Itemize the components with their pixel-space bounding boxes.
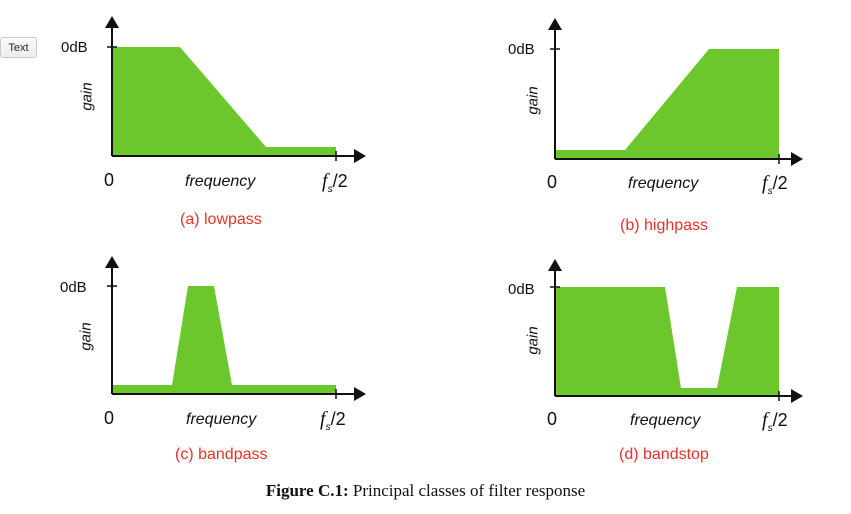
x-end-label: fs/2 bbox=[322, 170, 348, 195]
figure-caption-label: Figure C.1: bbox=[265, 481, 349, 500]
x-axis-label: frequency bbox=[186, 411, 257, 428]
figure-caption-text: Principal classes of filter response bbox=[352, 481, 586, 500]
fs-f: f bbox=[762, 172, 768, 194]
gain-axis-label: gain bbox=[78, 82, 96, 111]
x-axis-label: frequency bbox=[628, 175, 699, 192]
lowpass-plot bbox=[105, 16, 366, 163]
fs-rest: /2 bbox=[330, 409, 346, 429]
y-axis-arrowhead bbox=[548, 259, 562, 271]
gain-axis-label: gain bbox=[524, 86, 542, 115]
zero-db-label: 0dB bbox=[508, 281, 535, 298]
x-end-label: fs/2 bbox=[762, 172, 788, 197]
y-axis-arrowhead bbox=[105, 256, 119, 268]
x-origin-label: 0 bbox=[104, 408, 115, 428]
fs-f: f bbox=[322, 170, 328, 192]
lowpass-response-area bbox=[112, 47, 336, 156]
x-axis-arrowhead bbox=[354, 387, 366, 401]
fs-f: f bbox=[320, 408, 326, 430]
x-origin-label: 0 bbox=[547, 172, 558, 192]
zero-db-label: 0dB bbox=[508, 41, 535, 58]
x-origin-label: 0 bbox=[104, 170, 115, 190]
zero-db-label: 0dB bbox=[61, 39, 88, 56]
bandstop-plot bbox=[548, 259, 803, 403]
fs-f: f bbox=[762, 409, 768, 431]
x-end-label: fs/2 bbox=[320, 408, 346, 433]
fs-subscript: s bbox=[767, 423, 773, 434]
bandpass-plot bbox=[105, 256, 366, 401]
highpass-response-area bbox=[555, 49, 779, 159]
bandpass-response-area bbox=[112, 286, 336, 394]
fs-subscript: s bbox=[767, 186, 773, 197]
x-axis-arrowhead bbox=[354, 149, 366, 163]
x-axis-label: frequency bbox=[185, 173, 256, 190]
x-origin-label: 0 bbox=[547, 409, 558, 429]
highpass-plot bbox=[548, 18, 803, 166]
fs-rest: /2 bbox=[772, 173, 788, 193]
y-axis-arrowhead bbox=[548, 18, 562, 30]
fs-rest: /2 bbox=[332, 171, 348, 191]
x-axis-arrowhead bbox=[791, 389, 803, 403]
fs-subscript: s bbox=[325, 422, 331, 433]
panel-caption: (c) bandpass bbox=[175, 446, 268, 463]
x-axis-label: frequency bbox=[630, 412, 701, 429]
fs-rest: /2 bbox=[772, 410, 788, 430]
fs-subscript: s bbox=[327, 184, 333, 195]
y-axis-arrowhead bbox=[105, 16, 119, 28]
zero-db-label: 0dB bbox=[60, 279, 87, 296]
x-axis-arrowhead bbox=[791, 152, 803, 166]
gain-axis-label: gain bbox=[524, 326, 542, 355]
figure-caption: Figure C.1: Principal classes of filter … bbox=[0, 481, 851, 501]
bandstop-response-area bbox=[555, 287, 779, 396]
panel-caption: (b) highpass bbox=[620, 217, 709, 234]
text-button[interactable]: Text bbox=[0, 37, 37, 58]
panel-caption: (d) bandstop bbox=[619, 446, 709, 463]
gain-axis-label: gain bbox=[77, 322, 95, 351]
x-end-label: fs/2 bbox=[762, 409, 788, 434]
panel-caption: (a) lowpass bbox=[180, 211, 262, 228]
